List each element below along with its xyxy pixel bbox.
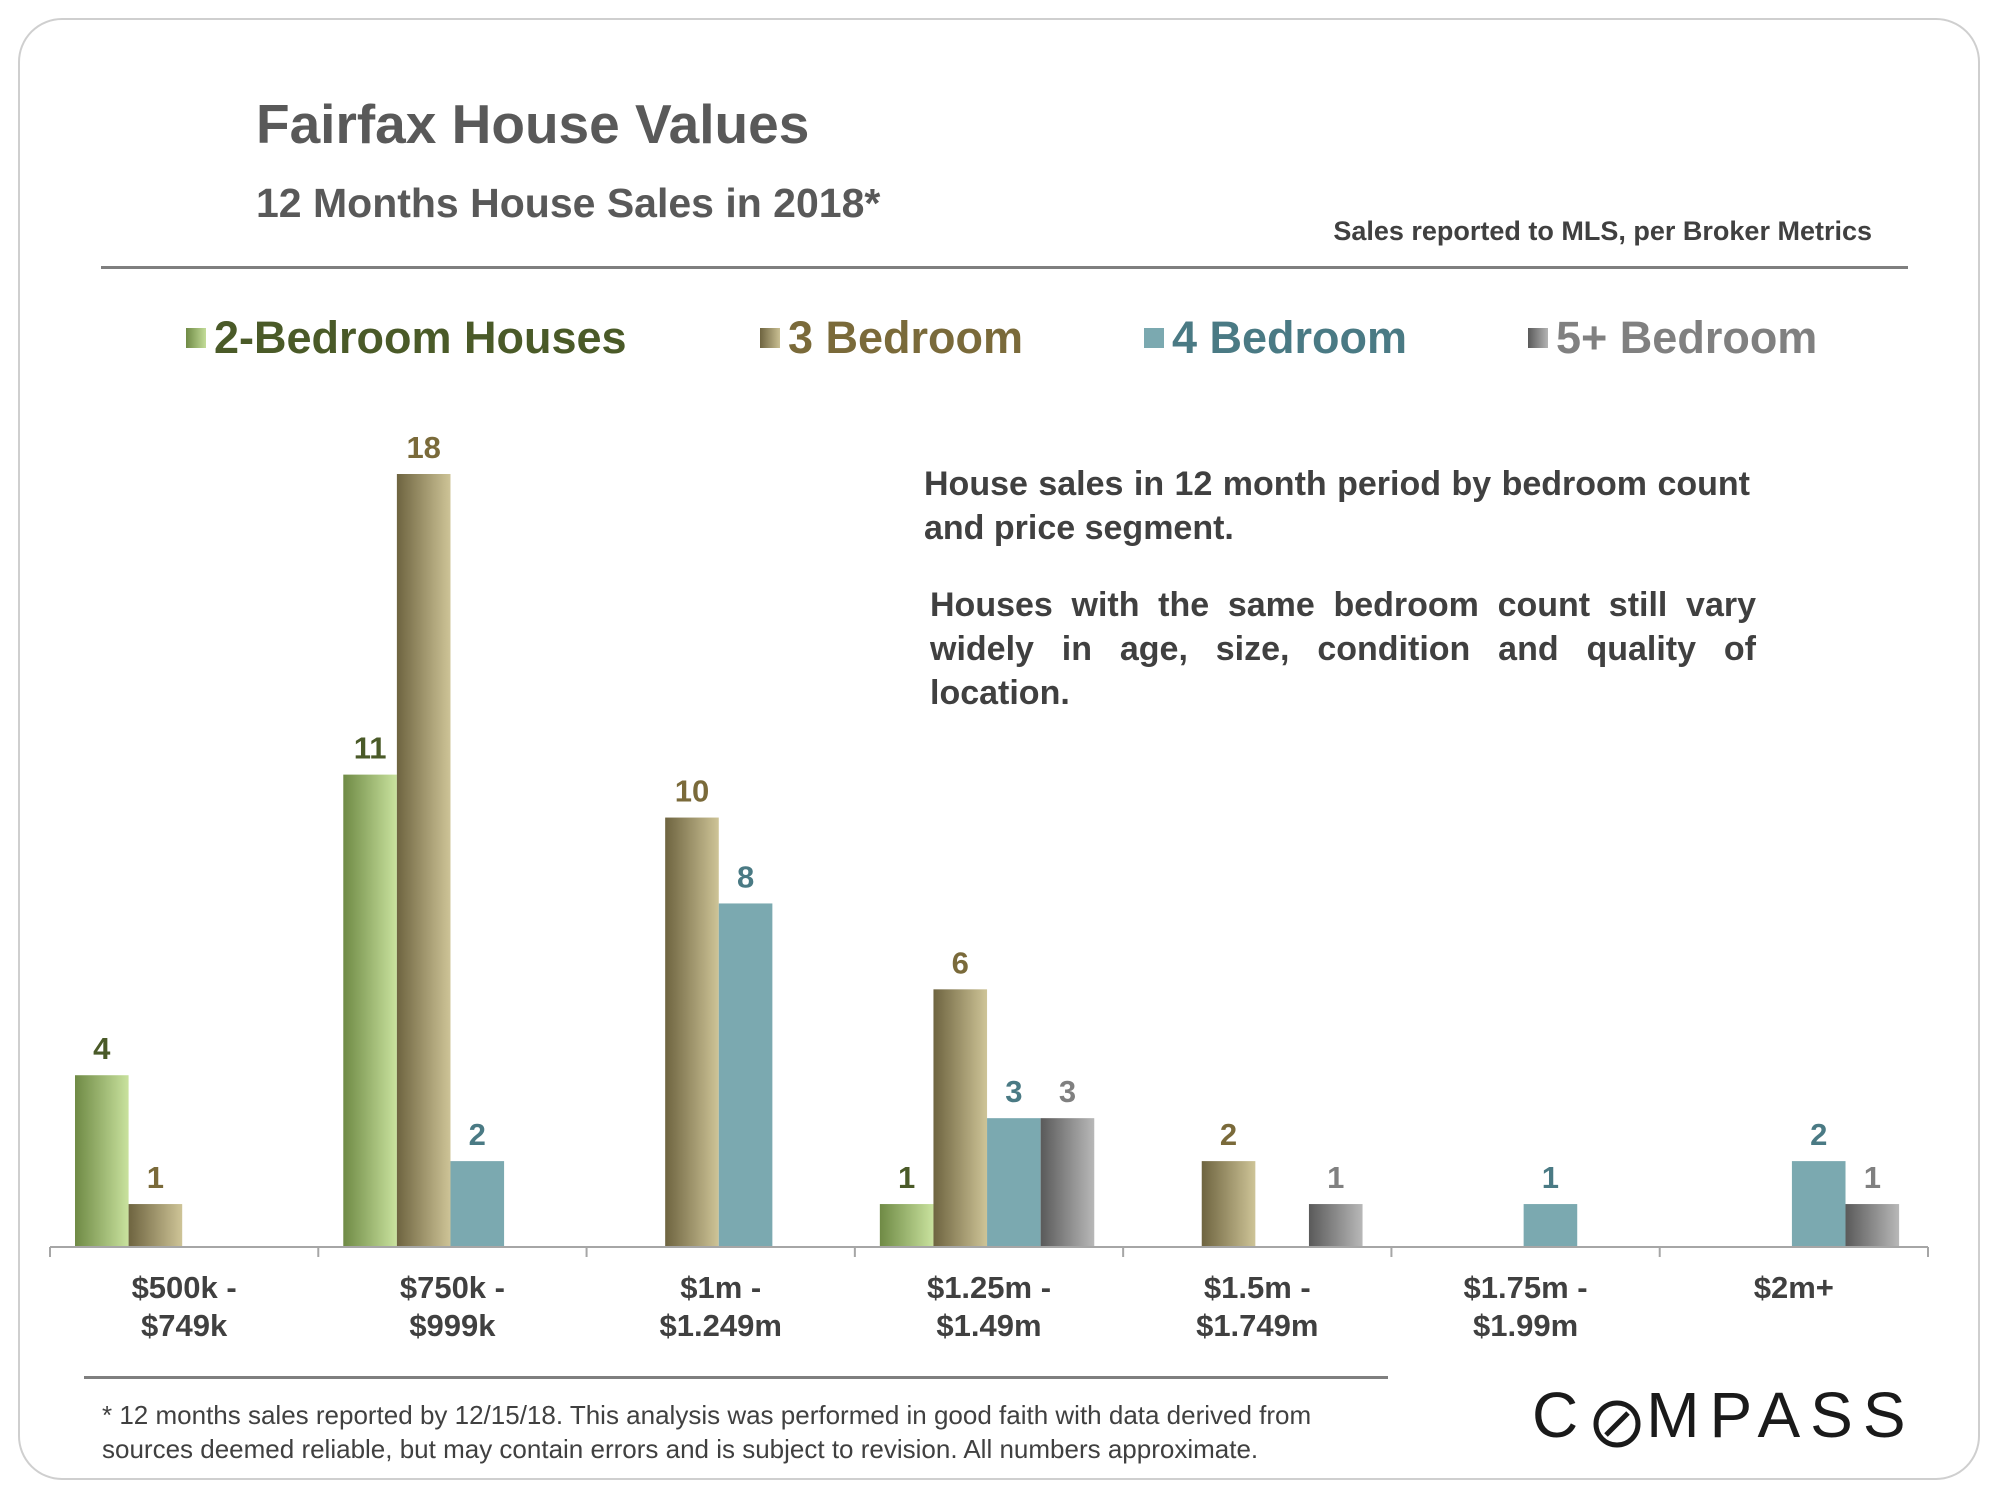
legend-item-5bed: 5+ Bedroom xyxy=(1528,312,1817,364)
footnote-line-1: * 12 months sales reported by 12/15/18. … xyxy=(102,1400,1312,1430)
data-label-4bed-cat5: 1 xyxy=(1542,1160,1559,1195)
bar-2bed-cat0 xyxy=(75,1075,129,1247)
legend-label-3bed: 3 Bedroom xyxy=(788,312,1024,363)
legend-label-2bed: 2-Bedroom Houses xyxy=(214,312,627,363)
bar-3bed-cat3 xyxy=(933,989,988,1247)
bar-3bed-cat2 xyxy=(665,817,719,1247)
x-tick-label-cat5-line0: $1.75m - xyxy=(1464,1270,1588,1305)
bar-5bed-cat3 xyxy=(1040,1118,1095,1247)
legend-swatch-3bed xyxy=(760,328,780,348)
bar-2bed-cat3 xyxy=(879,1204,934,1247)
data-label-5bed-cat3: 3 xyxy=(1059,1074,1076,1109)
data-label-3bed-cat1: 18 xyxy=(406,430,440,465)
data-label-5bed-cat6: 1 xyxy=(1864,1160,1881,1195)
source-note: Sales reported to MLS, per Broker Metric… xyxy=(1333,216,1872,246)
bar-5bed-cat4 xyxy=(1308,1204,1363,1247)
legend-item-3bed: 3 Bedroom xyxy=(760,312,1023,364)
x-tick-label-cat1-line0: $750k - xyxy=(400,1270,505,1305)
data-label-5bed-cat4: 1 xyxy=(1327,1160,1344,1195)
chart-subtitle: 12 Months House Sales in 2018* xyxy=(256,180,881,226)
legend-label-5bed: 5+ Bedroom xyxy=(1556,312,1818,363)
bar-4bed-cat6 xyxy=(1791,1161,1846,1247)
data-label-3bed-cat3: 6 xyxy=(952,945,969,980)
bar-2bed-cat1 xyxy=(343,774,397,1247)
chart-legend: 2-Bedroom Houses 3 Bedroom 4 Bedroom 5+ … xyxy=(0,312,2000,372)
bar-3bed-cat4 xyxy=(1201,1161,1256,1247)
data-label-2bed-cat1: 11 xyxy=(354,731,387,766)
x-tick-label-cat3-line1: $1.49m xyxy=(936,1308,1041,1343)
legend-item-4bed: 4 Bedroom xyxy=(1144,312,1407,364)
data-label-3bed-cat4: 2 xyxy=(1220,1117,1237,1152)
legend-item-2bed: 2-Bedroom Houses xyxy=(186,312,627,364)
compass-logo: C MPASS xyxy=(1532,1378,1916,1452)
bar-3bed-cat0 xyxy=(128,1204,183,1247)
data-label-2bed-cat3: 1 xyxy=(898,1160,915,1195)
annotation-note-1: House sales in 12 month period by bedroo… xyxy=(924,465,1750,547)
x-tick-label-cat4-line0: $1.5m - xyxy=(1204,1270,1311,1305)
x-tick-label-cat0-line0: $500k - xyxy=(132,1270,237,1305)
legend-swatch-2bed xyxy=(186,328,206,348)
logo-o-mark xyxy=(1592,1390,1642,1448)
x-tick-label-cat0-line1: $749k xyxy=(141,1308,228,1343)
legend-swatch-5bed xyxy=(1528,328,1548,348)
bar-5bed-cat6 xyxy=(1845,1204,1900,1247)
legend-label-4bed: 4 Bedroom xyxy=(1172,312,1408,363)
legend-swatch-4bed xyxy=(1144,328,1164,348)
bar-4bed-cat5 xyxy=(1523,1204,1578,1247)
x-tick-label-cat3-line0: $1.25m - xyxy=(927,1270,1051,1305)
data-label-2bed-cat0: 4 xyxy=(93,1031,111,1066)
x-tick-label-cat5-line1: $1.99m xyxy=(1473,1308,1578,1343)
bar-4bed-cat3 xyxy=(987,1118,1041,1247)
data-label-4bed-cat6: 2 xyxy=(1810,1117,1827,1152)
x-tick-label-cat2-line1: $1.249m xyxy=(660,1308,782,1343)
bar-4bed-cat1 xyxy=(450,1161,505,1247)
footnote-line-2: sources deemed reliable, but may contain… xyxy=(102,1434,1259,1464)
x-tick-label-cat4-line1: $1.749m xyxy=(1196,1308,1318,1343)
x-tick-label-cat1-line1: $999k xyxy=(409,1308,496,1343)
logo-text-left: C xyxy=(1532,1379,1589,1451)
slide-frame xyxy=(18,18,1980,1480)
bar-3bed-cat1 xyxy=(396,474,451,1247)
data-label-3bed-cat0: 1 xyxy=(147,1160,164,1195)
header-divider xyxy=(101,266,1908,269)
chart-title: Fairfax House Values xyxy=(256,93,810,155)
logo-text-right: MPASS xyxy=(1646,1379,1916,1451)
bar-4bed-cat2 xyxy=(718,903,773,1247)
footer-divider xyxy=(84,1376,1388,1379)
data-label-4bed-cat1: 2 xyxy=(469,1117,486,1152)
data-label-4bed-cat3: 3 xyxy=(1005,1074,1022,1109)
footnote: * 12 months sales reported by 12/15/18. … xyxy=(102,1398,1442,1466)
x-tick-label-cat2-line0: $1m - xyxy=(680,1270,761,1305)
data-label-4bed-cat2: 8 xyxy=(737,859,754,894)
data-label-3bed-cat2: 10 xyxy=(675,774,709,809)
x-tick-label-cat6-line0: $2m+ xyxy=(1754,1270,1834,1305)
annotation-note-2: Houses with the same bedroom count still… xyxy=(930,586,1756,712)
